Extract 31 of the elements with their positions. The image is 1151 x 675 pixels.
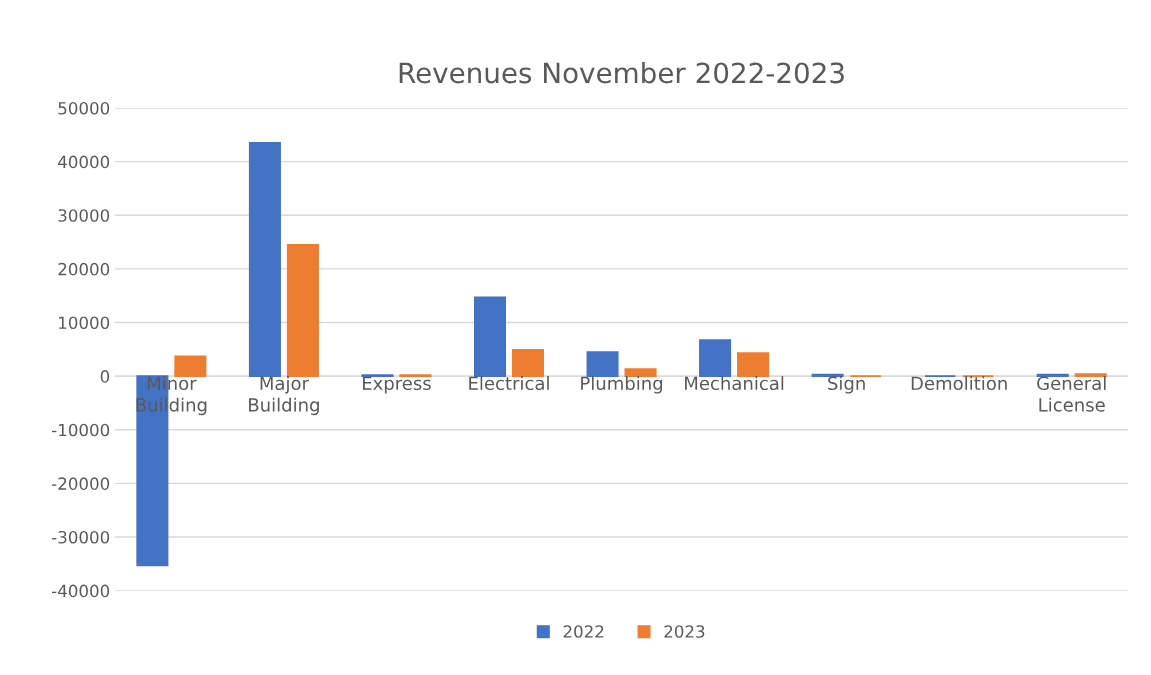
legend-label: 2023	[664, 625, 705, 638]
bar	[511, 349, 545, 377]
x-tick-label: Demolition	[911, 376, 1007, 391]
y-tick-label: 40000	[58, 155, 110, 169]
bar	[286, 243, 319, 377]
chart-title: Revenues November 2022-2023	[399, 61, 844, 84]
x-tick-label: General License	[1037, 376, 1106, 412]
bar	[1074, 373, 1107, 377]
y-tick-label: -30000	[52, 530, 110, 544]
legend-label: 2022	[563, 625, 604, 638]
bar	[624, 368, 657, 377]
y-tick-label: 10000	[59, 316, 110, 330]
bar	[473, 296, 507, 377]
x-tick-label: Electrical	[469, 376, 549, 391]
x-tick-label: Express	[362, 376, 431, 394]
x-tick-label: Major Building	[249, 376, 319, 416]
y-tick-label: 50000	[58, 101, 110, 115]
x-tick-label: Sign	[828, 376, 865, 394]
x-tick-label: Mechanical	[685, 376, 784, 391]
y-tick-label: 30000	[58, 209, 110, 222]
bar	[174, 355, 207, 377]
bar	[586, 351, 619, 377]
bar	[737, 352, 770, 377]
y-tick-label: -10000	[52, 423, 110, 437]
bar	[248, 142, 281, 377]
y-tick-label: 0	[100, 370, 110, 383]
y-tick-label: 20000	[58, 262, 110, 276]
y-tick-label: -40000	[52, 584, 110, 598]
x-tick-label: Plumbing	[581, 376, 663, 394]
bar	[699, 339, 732, 377]
y-tick-label: -20000	[52, 477, 110, 490]
